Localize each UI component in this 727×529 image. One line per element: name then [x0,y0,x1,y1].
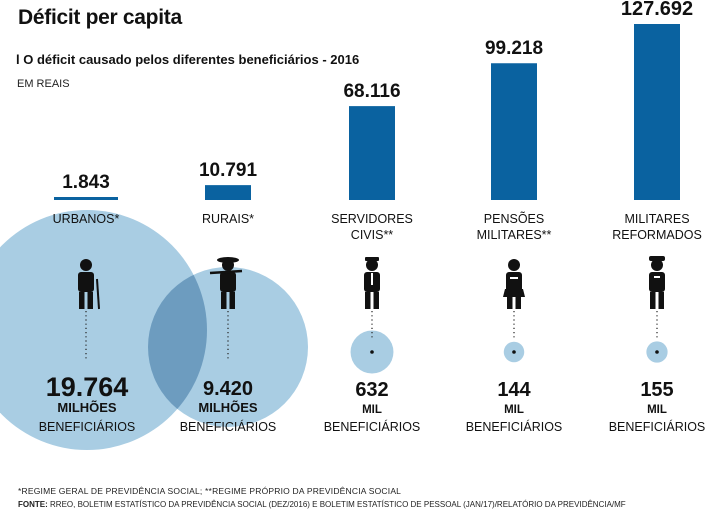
icon-detail [510,277,518,279]
bar-value-label: 68.116 [343,81,400,102]
beneficiary-caption: BENEFICIÁRIOS [324,419,421,434]
icon-body [78,272,94,292]
category-label: URBANOS* [53,212,120,226]
bar-1 [205,185,251,200]
icon-head [508,259,520,271]
bar-0 [54,197,118,200]
icon-hat [217,257,239,263]
bar-value-label: 127.692 [621,0,693,20]
bar-4 [634,24,680,200]
beneficiary-caption: BENEFICIÁRIOS [466,419,563,434]
source-label: FONTE: [18,500,48,509]
icon-tool [209,269,243,275]
farmer-with-hat-icon [209,257,243,309]
beneficiary-count: 155 [640,379,673,401]
beneficiary-caption: BENEFICIÁRIOS [39,419,136,434]
beneficiary-unit: MILHÕES [57,400,117,415]
source-text: RREO, BOLETIM ESTATÍSTICO DA PREVIDÊNCIA… [50,500,626,509]
beneficiary-caption: BENEFICIÁRIOS [180,419,277,434]
icon-head [651,259,663,271]
icon-head [366,259,378,271]
beneficiary-circle-urbanos [0,210,207,450]
deficit-chart: 1.843 URBANOS* 10.791 RURAIS* 68.116 SERVIDOR… [0,0,706,450]
chart-title: Déficit per capita [18,6,182,29]
source-line: FONTE: RREO, BOLETIM ESTATÍSTICO DA PREV… [18,500,626,509]
icon-officer-cap [649,256,665,261]
beneficiary-unit: MIL [647,404,667,416]
bubble-dot [370,350,374,354]
icon-leg [221,292,227,309]
bubble-dot [655,350,659,354]
bar-3 [491,63,537,200]
bar-value-label: 10.791 [199,160,258,181]
icon-tie [371,273,373,285]
icon-leg [79,292,85,309]
bar-value-label: 99.218 [485,38,543,59]
category-label: CIVIS** [351,228,394,242]
icon-leg [650,292,656,309]
icon-body [649,272,665,292]
military-officer-icon [649,256,665,309]
bubble-dot [512,350,516,354]
units-label: EM REAIS [17,78,70,90]
category-label: MILITARES** [477,228,552,242]
category-label: REFORMADOS [612,228,702,242]
icon-leg [87,292,93,309]
category-label: PENSÕES [484,211,544,226]
icon-leg [515,292,521,309]
category-label: RURAIS* [202,212,254,226]
icon-leg [373,292,379,309]
icon-insignia [654,276,660,278]
beneficiary-count: 19.764 [46,372,129,402]
civil-servant-icon [364,257,380,309]
icon-cap [365,257,379,261]
beneficiary-unit: MIL [504,404,524,416]
icon-glasses [82,262,90,265]
icon-skirt [503,289,525,297]
icon-body [220,272,236,292]
beneficiary-count: 632 [355,379,388,401]
beneficiary-count: 9.420 [203,378,253,400]
military-widow-icon [503,259,525,309]
footnote: *REGIME GERAL DE PREVIDÊNCIA SOCIAL; **R… [18,486,402,496]
icon-leg [507,292,513,309]
icon-cane [96,278,100,310]
category-label: MILITARES [624,212,689,226]
icon-leg [229,292,235,309]
category-label: SERVIDORES [331,212,413,226]
beneficiary-caption: BENEFICIÁRIOS [609,419,706,434]
chart-subtitle: l O déficit causado pelos diferentes ben… [16,52,360,67]
beneficiary-unit: MIL [362,404,382,416]
bar-2 [349,106,395,200]
beneficiary-circles [0,210,668,450]
icon-leg [658,292,664,309]
beneficiary-count: 144 [497,379,531,401]
circle-overlap [148,267,207,427]
icon-leg [365,292,371,309]
bar-value-label: 1.843 [62,172,110,193]
elderly-man-with-cane-icon [78,259,100,310]
beneficiary-unit: MILHÕES [198,400,258,415]
